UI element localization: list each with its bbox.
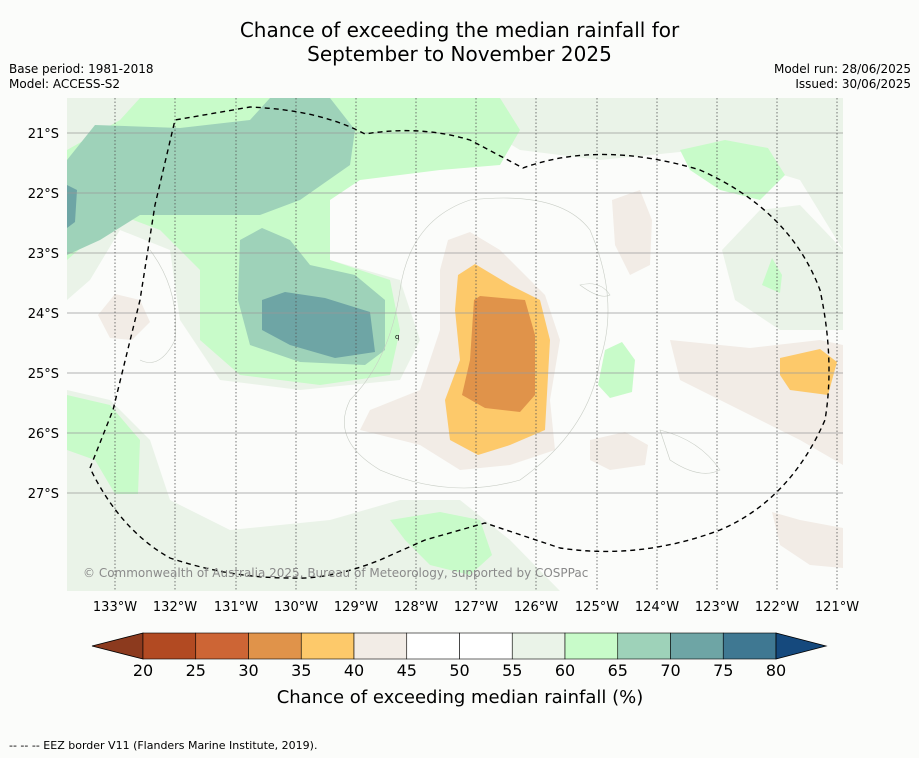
colorbar xyxy=(91,632,828,660)
colorbar-tick-label: 55 xyxy=(502,661,522,680)
run-info: Model run: 28/06/2025 Issued: 30/06/2025 xyxy=(774,62,911,92)
lon-label: 126°W xyxy=(514,600,558,615)
colorbar-tick-label: 50 xyxy=(449,661,469,680)
colorbar-tick-label: 30 xyxy=(238,661,258,680)
map-title: Chance of exceeding the median rainfall … xyxy=(0,18,919,66)
rainfall-map: q © Commonwealth of Australia 2025, Bure… xyxy=(28,98,859,708)
colorbar-segment xyxy=(300,632,355,660)
colorbar-segment xyxy=(248,632,302,660)
copyright-text: © Commonwealth of Australia 2025, Bureau… xyxy=(83,566,588,580)
issued-text: Issued: 30/06/2025 xyxy=(795,77,911,91)
lon-label: 128°W xyxy=(394,600,438,615)
colorbar-tick-label: 20 xyxy=(133,661,153,680)
colorbar-tick-label: 75 xyxy=(713,661,733,680)
lat-label: 21°S xyxy=(28,127,59,142)
lat-label: 26°S xyxy=(28,427,59,442)
lon-label: 133°W xyxy=(93,600,137,615)
latitude-labels: 21°S 22°S 23°S 24°S 25°S 26°S 27°S xyxy=(28,127,59,502)
latitude-lines xyxy=(67,132,843,494)
lat-label: 22°S xyxy=(28,187,59,202)
colorbar-label: Chance of exceeding median rainfall (%) xyxy=(277,687,644,708)
map-field: q © Commonwealth of Australia 2025, Bure… xyxy=(67,98,843,591)
model-text: Model: ACCESS-S2 xyxy=(9,77,121,91)
colorbar-segment xyxy=(722,632,777,660)
contour-70-75-west xyxy=(67,185,77,228)
colorbar-tick-label: 70 xyxy=(660,661,680,680)
contour-55-60-east xyxy=(722,205,843,330)
contour-65-70-west xyxy=(67,98,355,255)
contour-40-45-south xyxy=(772,512,843,568)
colorbar-segment xyxy=(670,632,724,660)
colorbar-segment xyxy=(459,632,513,660)
colorbar-tick-label: 25 xyxy=(186,661,206,680)
eez-legend-note: -- -- -- EEZ border V11 (Flanders Marine… xyxy=(9,739,318,752)
colorbar-tick-label: 45 xyxy=(397,661,417,680)
contour-35-40-east xyxy=(780,349,837,395)
map-title-line2: September to November 2025 xyxy=(307,42,612,66)
contour-60-65-southwest xyxy=(67,395,140,494)
contour-30-35-center xyxy=(462,296,535,412)
contour-70-75-center xyxy=(262,292,375,358)
colorbar-tick-label: 40 xyxy=(344,661,364,680)
colorbar-segment xyxy=(406,632,460,660)
colorbar-tick-label: 65 xyxy=(608,661,628,680)
lat-label: 25°S xyxy=(28,367,59,382)
colorbar-segment xyxy=(617,632,671,660)
lon-label: 124°W xyxy=(635,600,679,615)
colorbar-tick-label: 60 xyxy=(555,661,575,680)
lon-label: 129°W xyxy=(334,600,378,615)
contour-label-q: q xyxy=(395,333,399,341)
colorbar-segment xyxy=(564,632,619,660)
lon-label: 131°W xyxy=(214,600,258,615)
base-period-text: Base period: 1981-2018 xyxy=(9,62,154,76)
colorbar-segment xyxy=(511,632,566,660)
base-info: Base period: 1981-2018 Model: ACCESS-S2 xyxy=(9,62,154,92)
contour-60-65-east xyxy=(680,140,785,200)
colorbar-ticks: 20 25 30 35 40 45 50 55 60 65 70 75 80 xyxy=(133,661,786,680)
colorbar-segment xyxy=(195,632,249,660)
map-title-line1: Chance of exceeding the median rainfall … xyxy=(239,18,680,42)
lon-label: 122°W xyxy=(755,600,799,615)
eez-border xyxy=(89,106,830,579)
lat-label: 23°S xyxy=(28,247,59,262)
longitude-labels: 133°W 132°W 131°W 130°W 129°W 128°W 127°… xyxy=(93,600,859,615)
model-run-text: Model run: 28/06/2025 xyxy=(773,62,911,76)
lon-label: 127°W xyxy=(454,600,498,615)
colorbar-segment xyxy=(142,632,197,660)
contour-40-45-southeast xyxy=(590,432,648,470)
lat-label: 24°S xyxy=(28,307,59,322)
colorbar-tick-label: 80 xyxy=(766,661,786,680)
lat-label: 27°S xyxy=(28,487,59,502)
longitude-lines xyxy=(114,98,838,591)
contour-40-45-west xyxy=(98,294,150,340)
lon-label: 121°W xyxy=(815,600,859,615)
colorbar-segment xyxy=(353,632,408,660)
lon-label: 132°W xyxy=(153,600,197,615)
lon-label: 123°W xyxy=(695,600,739,615)
colorbar-extend-high xyxy=(775,632,828,660)
colorbar-extend-low xyxy=(91,632,144,660)
contour-40-45-northeast xyxy=(612,190,652,275)
lon-label: 125°W xyxy=(575,600,619,615)
lon-label: 130°W xyxy=(274,600,318,615)
colorbar-tick-label: 35 xyxy=(291,661,311,680)
contour-60-65-center xyxy=(598,342,635,398)
